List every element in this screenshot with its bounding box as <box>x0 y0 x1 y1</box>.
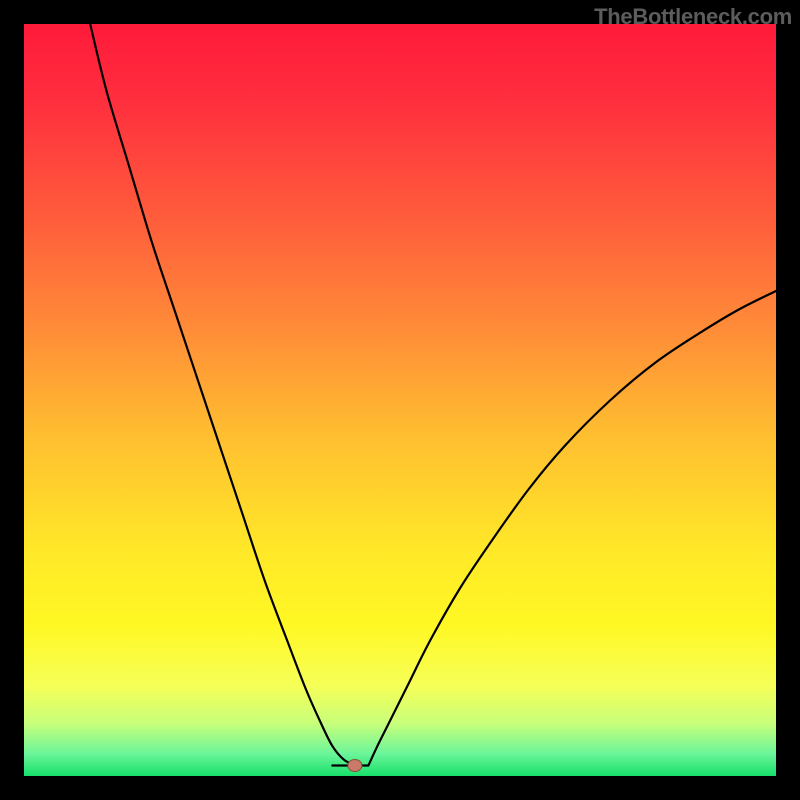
chart-plot-area <box>24 24 776 776</box>
bottleneck-chart <box>0 0 800 800</box>
chart-container: TheBottleneck.com <box>0 0 800 800</box>
optimum-marker <box>348 759 362 771</box>
